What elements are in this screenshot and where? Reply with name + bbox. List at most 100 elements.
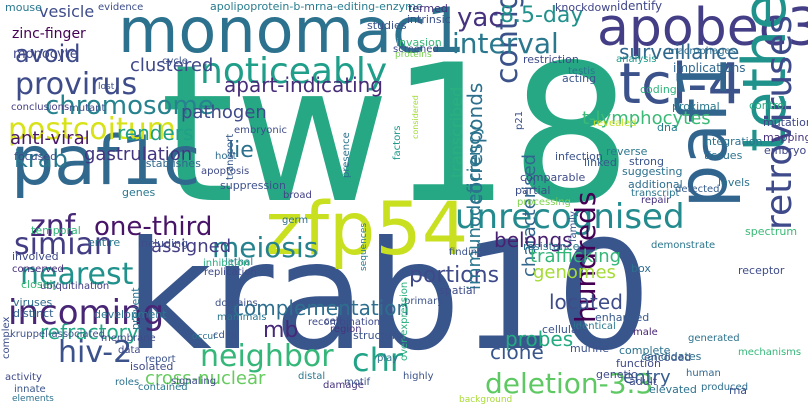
word-broad: broad	[283, 190, 312, 201]
word-structure: structure	[353, 329, 403, 342]
word-apoptosis: apoptosis	[201, 166, 250, 177]
word-activity: activity	[5, 372, 42, 383]
word-neighbor: neighbor	[200, 339, 334, 374]
word-located: located	[549, 290, 623, 314]
word-closely: closely	[21, 278, 59, 291]
word-restriction: restriction	[523, 53, 579, 66]
word-vesicle: vesicle	[39, 2, 95, 21]
word-evidence: evidence	[98, 2, 144, 13]
word-nearest: nearest	[20, 257, 134, 292]
word-cdna: cdna	[213, 330, 238, 341]
word-cycle: cycle	[162, 56, 188, 67]
word-proximal: proximal	[672, 100, 720, 113]
word-lie: lie	[228, 138, 254, 163]
word-region: region	[330, 324, 362, 335]
word-suggesting: suggesting	[622, 165, 683, 178]
word-gastrulation: gastrulation	[84, 144, 193, 165]
word-strong: strong	[629, 155, 665, 168]
word-immunodeficiency: immunodeficiency	[464, 124, 485, 290]
word-embryo: embryo	[764, 144, 807, 157]
word-establishes: establishes	[139, 157, 201, 170]
word-murine: murine	[570, 342, 610, 355]
word-involved: involved	[12, 250, 59, 263]
word-sequences: sequences	[359, 222, 369, 271]
word-ubiquitination: ubiquitination	[40, 281, 110, 292]
word-transcript: transcript	[631, 188, 680, 199]
word-genomes: genomes	[533, 262, 616, 283]
word-family: family	[568, 211, 579, 242]
word-noticeably: noticeably	[200, 51, 388, 92]
word-host: host	[215, 151, 237, 162]
word-meiosis: meiosis	[212, 231, 319, 264]
word-reverse: reverse	[606, 145, 648, 158]
word-background: background	[459, 395, 513, 404]
word-identify: identify	[617, 0, 663, 13]
word-renders: renders	[117, 121, 194, 145]
word-mechanisms: mechanisms	[738, 347, 802, 358]
word-distal: distal	[298, 371, 326, 382]
word-krab: krab	[14, 145, 68, 173]
word-mammals: mammals	[217, 312, 267, 323]
word-mb: mb	[263, 318, 299, 343]
word-temporal: temporal	[31, 224, 81, 237]
word-repair: repair	[641, 195, 671, 206]
word-invasion: invasion	[396, 36, 442, 49]
word-over-expression: over-expression	[399, 281, 410, 361]
word-apart-indicating: apart-indicating	[224, 73, 383, 97]
word-simian: simian	[14, 227, 113, 262]
word-intrinsic: intrinsic	[407, 13, 451, 26]
word-recombination: recombination	[308, 317, 381, 328]
word-contained: contained	[138, 382, 188, 393]
word-entry: entry	[623, 367, 671, 388]
word-tcl-4: tcl-4	[619, 52, 744, 117]
word-krab10: krab10	[125, 210, 652, 384]
word-inhibition: inhibition	[203, 258, 250, 269]
word-rna: rna	[729, 384, 748, 397]
word-yac: yac	[457, 3, 503, 33]
word-spatial: spatial	[439, 284, 476, 297]
word-assigned: assigned	[151, 236, 232, 257]
word-mutation: mutation	[763, 116, 808, 129]
word-signaling: signaling	[171, 376, 217, 387]
word-elevated: elevated	[649, 383, 697, 396]
word-cellular: cellular	[542, 323, 583, 336]
word-kruppel-associated: kruppel-associated	[10, 329, 105, 340]
word-highly: highly	[403, 371, 434, 382]
word-roles: roles	[115, 377, 140, 388]
word-macrophages: macrophages	[668, 46, 736, 57]
word-partial: partial	[515, 184, 551, 197]
word-additional: additional	[628, 178, 683, 191]
word-damage: damage	[323, 380, 364, 391]
word-membrane: membrane	[101, 333, 156, 344]
word-embryonic: embryonic	[234, 125, 288, 136]
word-chromosome: chromosome	[45, 91, 214, 121]
word-complementation: complementation	[233, 296, 410, 320]
word-presence: presence	[341, 132, 352, 178]
word-termed: termed	[408, 2, 448, 15]
word-lethal: lethal	[225, 257, 254, 268]
word-encoded: encoded	[644, 351, 692, 364]
word-one-third: one-third	[94, 212, 213, 242]
word-domains: domains	[215, 298, 258, 309]
word-entire: entire	[88, 236, 121, 249]
word-studies: studies	[367, 19, 407, 32]
word-infection: infection	[555, 150, 603, 163]
word-innate: innate	[14, 384, 46, 395]
word-mapping: mapping	[763, 131, 808, 144]
word-8-5-day: 8.5-day	[500, 3, 584, 28]
word-development: development	[94, 308, 167, 321]
word-adult: adult	[629, 375, 658, 388]
word-surveillance: surveillance	[619, 40, 740, 64]
word-clustered: clustered	[130, 55, 214, 76]
word-mutant: mutant	[69, 103, 106, 114]
word-genes: genes	[122, 186, 156, 199]
word-trafficking: trafficking	[530, 246, 622, 267]
word-tw18: tw18	[160, 24, 632, 245]
word-occur: occur	[192, 332, 217, 342]
word-resistance: resistance	[523, 240, 580, 253]
word-interval: interval	[452, 27, 559, 60]
word-deletion-3-3: deletion-3.3	[485, 367, 654, 400]
word-integration: integration	[702, 135, 763, 148]
word-spectrum: spectrum	[745, 225, 798, 238]
word-conclusions: conclusions	[11, 102, 70, 113]
